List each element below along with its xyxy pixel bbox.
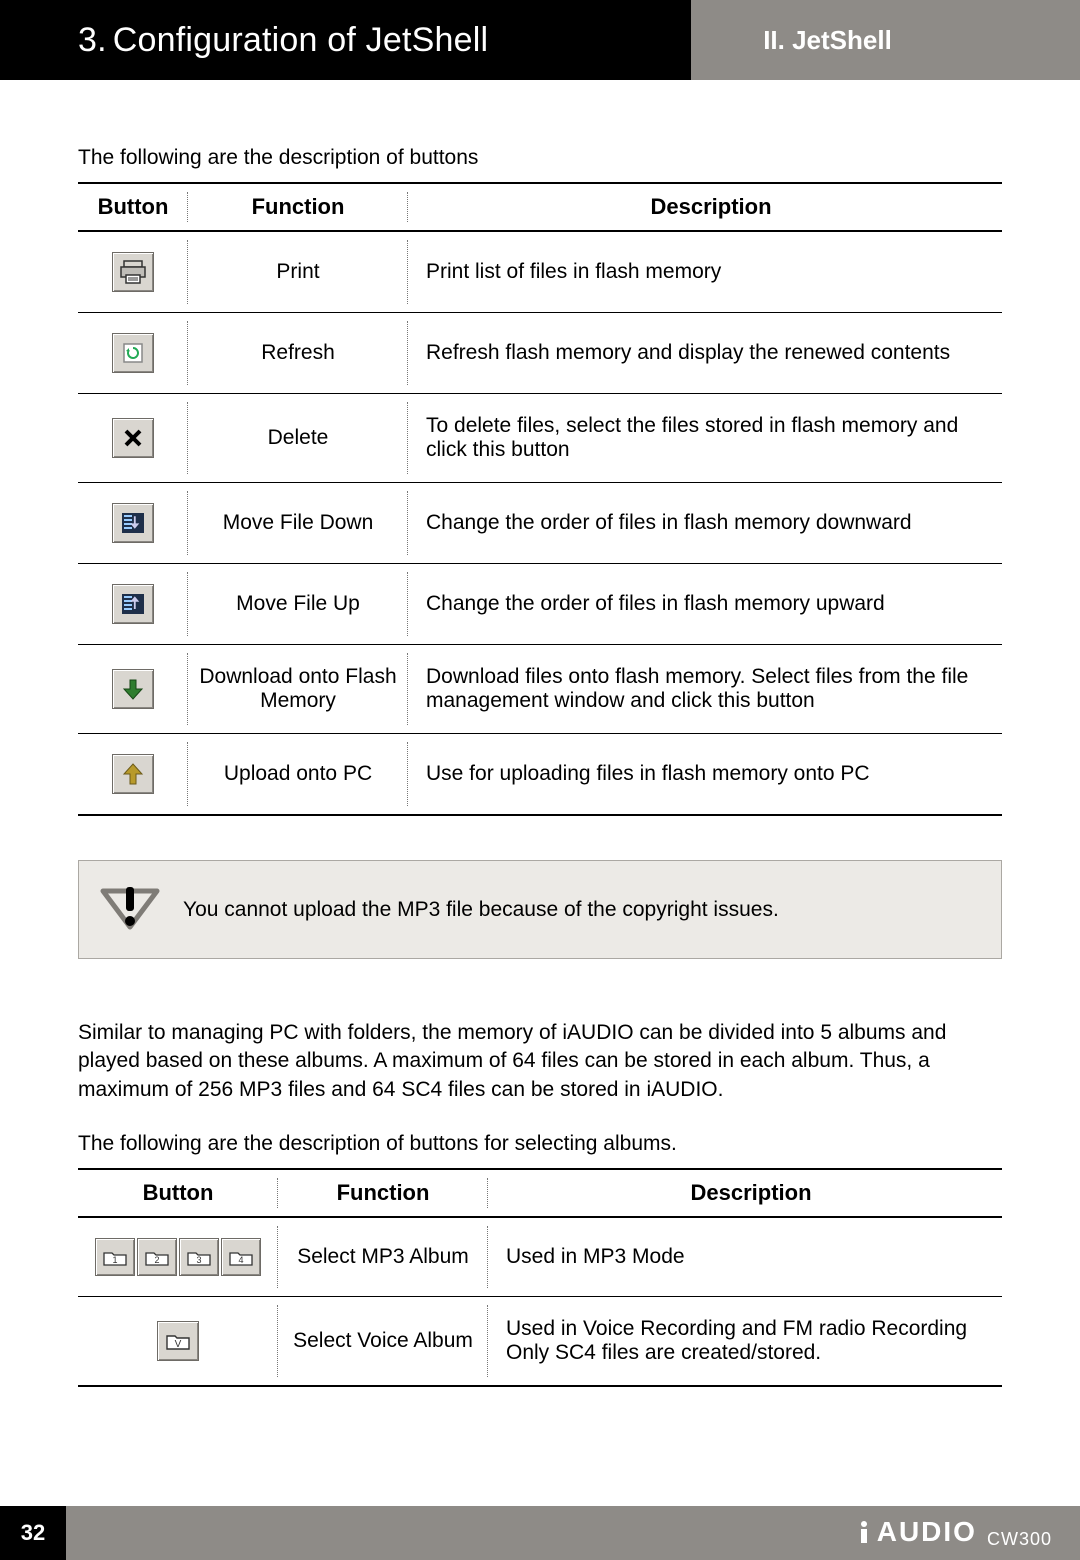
album-v-icon: V [157,1321,199,1361]
section-heading: 3. Configuration of JetShell [0,0,691,80]
svg-text:3: 3 [196,1255,201,1265]
th-function: Function [278,1169,488,1217]
table-row: Refresh Refresh flash memory and display… [78,313,1002,394]
table-row: Print Print list of files in flash memor… [78,231,1002,313]
buttons-table: Button Function Description Print Print … [78,182,1002,816]
cell-description: Print list of files in flash memory [408,231,1002,313]
chapter-label: II. JetShell [763,25,892,56]
table-row: Move File Down Change the order of files… [78,483,1002,564]
move-down-icon [112,503,154,543]
page-header: 3. Configuration of JetShell II. JetShel… [0,0,1080,80]
section-title: Configuration of JetShell [113,21,488,60]
move-up-icon [112,584,154,624]
cell-description: Used in MP3 Mode [488,1217,1002,1297]
cell-description: Change the order of files in flash memor… [408,564,1002,645]
warning-text: You cannot upload the MP3 file because o… [183,898,779,922]
th-description: Description [408,183,1002,231]
table-row: 1 2 3 4 Select MP3 Album Used in MP3 Mod… [78,1217,1002,1297]
print-icon [112,252,154,292]
cell-function: Refresh [188,313,408,394]
intro-text: The following are the description of but… [78,146,1002,170]
cell-function: Download onto Flash Memory [188,645,408,734]
cell-function: Move File Up [188,564,408,645]
svg-text:2: 2 [154,1255,159,1265]
cell-description: Change the order of files in flash memor… [408,483,1002,564]
svg-text:1: 1 [112,1255,117,1265]
table-row: Delete To delete files, select the files… [78,394,1002,483]
intro2-text: The following are the description of but… [78,1132,1002,1156]
brand-logo: AUDIO [855,1516,977,1548]
cell-function: Move File Down [188,483,408,564]
cell-description: Use for uploading files in flash memory … [408,734,1002,816]
th-description: Description [488,1169,1002,1217]
section-number: 3. [78,21,107,60]
delete-icon [112,418,154,458]
svg-text:V: V [175,1339,182,1350]
cell-description: Refresh flash memory and display the ren… [408,313,1002,394]
cell-description: Download files onto flash memory. Select… [408,645,1002,734]
th-function: Function [188,183,408,231]
table-row: Download onto Flash Memory Download file… [78,645,1002,734]
download-icon [112,669,154,709]
th-button: Button [78,1169,278,1217]
album-1234-icon: 1 2 3 4 [95,1238,261,1276]
warning-note: You cannot upload the MP3 file because o… [78,860,1002,959]
th-button: Button [78,183,188,231]
footer-brand: AUDIO CW300 [855,1516,1052,1550]
cell-function: Upload onto PC [188,734,408,816]
body-paragraph: Similar to managing PC with folders, the… [78,1019,1002,1104]
album-buttons-table: Button Function Description 1 2 3 4 [78,1168,1002,1387]
chapter-heading: II. JetShell [691,0,1080,80]
table-row: Move File Up Change the order of files i… [78,564,1002,645]
svg-text:4: 4 [238,1255,243,1265]
page-footer: 32 AUDIO CW300 [0,1506,1080,1560]
cell-function: Delete [188,394,408,483]
refresh-icon [112,333,154,373]
cell-function: Select Voice Album [278,1297,488,1387]
table-row: V Select Voice Album Used in Voice Recor… [78,1297,1002,1387]
cell-description: To delete files, select the files stored… [408,394,1002,483]
brand-name: AUDIO [877,1516,977,1548]
cell-description: Used in Voice Recording and FM radio Rec… [488,1297,1002,1387]
cell-function: Select MP3 Album [278,1217,488,1297]
warning-icon [99,879,161,940]
brand-model: CW300 [987,1529,1052,1550]
table-row: Upload onto PC Use for uploading files i… [78,734,1002,816]
page-number: 32 [0,1506,66,1560]
cell-function: Print [188,231,408,313]
upload-icon [112,754,154,794]
